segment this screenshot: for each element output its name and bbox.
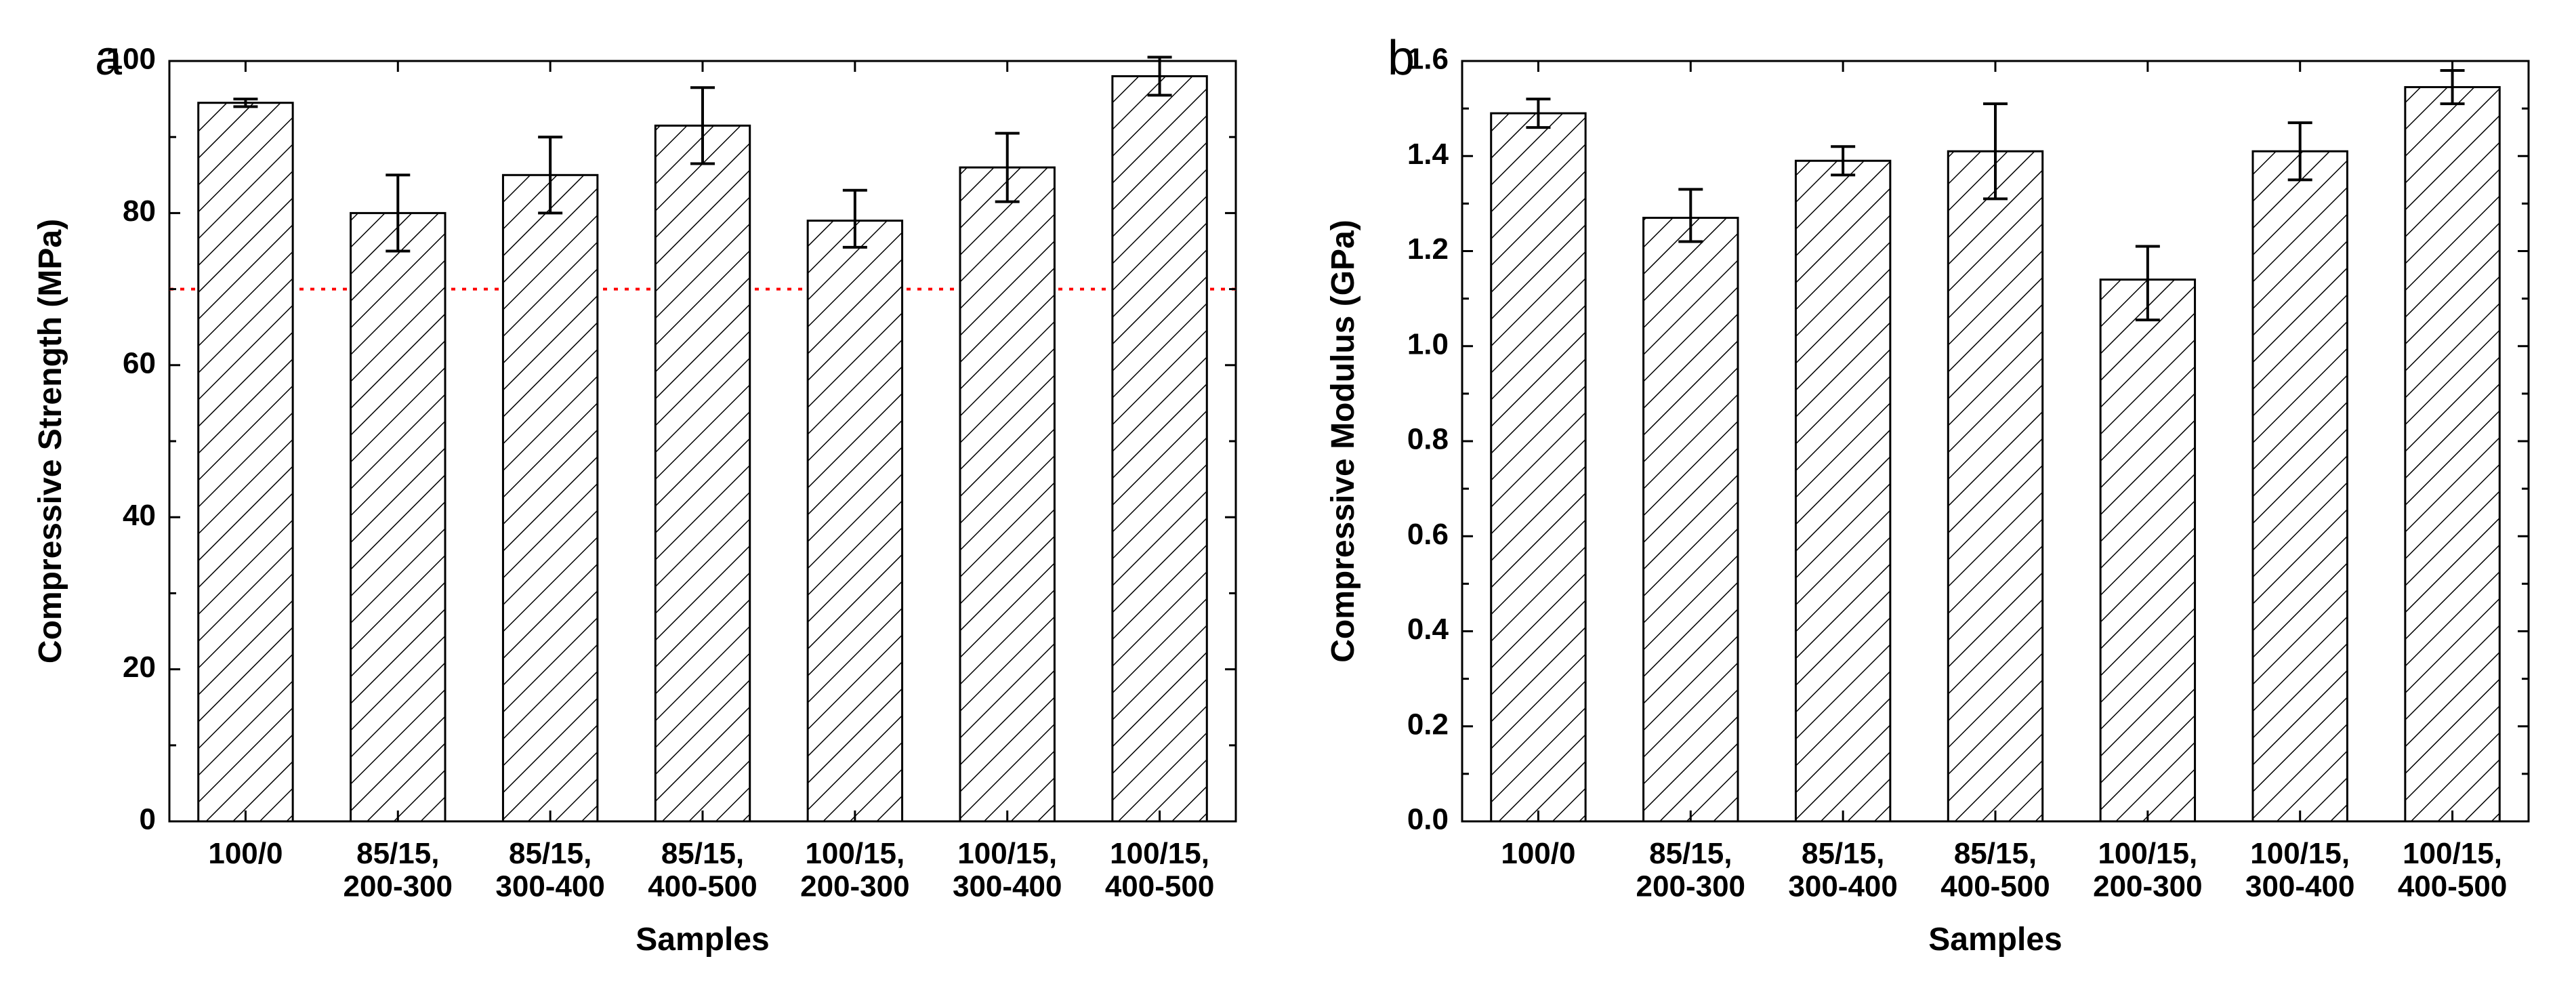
y-tick-label: 1.4 (1407, 138, 1449, 171)
y-axis-title: Compressive Strength (MPa) (33, 219, 68, 663)
y-tick-label: 0.4 (1407, 613, 1449, 646)
x-tick-label: 100/15,200-300 (2094, 837, 2203, 903)
bar (1644, 218, 1738, 821)
bar (2101, 280, 2195, 821)
y-tick-label: 60 (123, 346, 156, 380)
x-tick-label: 100/15,400-500 (1105, 837, 1214, 903)
bar (808, 221, 902, 821)
y-tick-label: 40 (123, 499, 156, 532)
chart-b-svg: 0.00.20.40.60.81.01.21.41.6100/085/15,20… (1313, 14, 2556, 970)
y-tick-label: 20 (123, 651, 156, 684)
x-tick-label: 85/15,400-500 (648, 837, 757, 903)
x-tick-label: 100/15,300-400 (953, 837, 1062, 903)
x-axis-title: Samples (636, 922, 769, 958)
x-tick-label: 100/15,300-400 (2245, 837, 2354, 903)
y-tick-label: 0.2 (1407, 708, 1449, 741)
y-tick-label: 1.2 (1407, 232, 1449, 266)
y-tick-label: 0.8 (1407, 423, 1449, 456)
panel-a: 020406080100100/085/15,200-30085/15,300-… (20, 14, 1263, 970)
x-tick-label: 85/15,300-400 (1789, 837, 1898, 903)
bar (1491, 113, 1585, 821)
x-tick-label: 85/15,200-300 (344, 837, 453, 903)
bar (2405, 87, 2499, 821)
y-tick-label: 0.6 (1407, 518, 1449, 551)
x-tick-label: 100/15,400-500 (2398, 837, 2507, 903)
x-tick-label: 85/15,300-400 (495, 837, 604, 903)
panel-b: 0.00.20.40.60.81.01.21.41.6100/085/15,20… (1313, 14, 2556, 970)
x-tick-label: 85/15,400-500 (1941, 837, 2050, 903)
y-axis-title: Compressive Modulus (GPa) (1325, 220, 1361, 662)
bar (199, 103, 293, 821)
bar (960, 167, 1054, 821)
x-tick-label: 100/0 (1501, 837, 1576, 870)
y-tick-label: 0 (140, 803, 156, 836)
y-tick-label: 1.0 (1407, 327, 1449, 361)
x-tick-label: 100/15,200-300 (800, 837, 909, 903)
bar (1796, 161, 1890, 821)
x-axis-title: Samples (1929, 922, 2062, 958)
y-tick-label: 0.0 (1407, 803, 1449, 836)
x-tick-label: 100/0 (208, 837, 283, 870)
figure-container: 020406080100100/085/15,200-30085/15,300-… (0, 0, 2576, 984)
panel-label: a (95, 31, 123, 85)
panel-label: b (1388, 31, 1415, 85)
bar (503, 175, 597, 821)
bar (351, 213, 445, 821)
chart-a-svg: 020406080100100/085/15,200-30085/15,300-… (20, 14, 1263, 970)
y-tick-label: 80 (123, 194, 156, 228)
bar (655, 125, 749, 821)
x-tick-label: 85/15,200-300 (1636, 837, 1745, 903)
bar (1113, 76, 1207, 821)
bar (1949, 151, 2043, 821)
bar (2253, 151, 2347, 821)
